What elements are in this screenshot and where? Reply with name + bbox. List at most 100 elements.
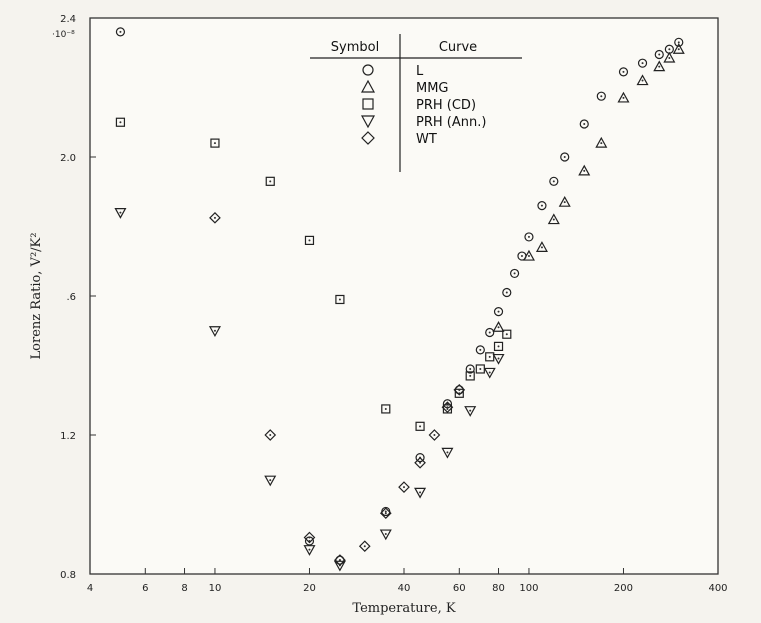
- data-point-dot: [363, 545, 366, 548]
- data-point-dot: [458, 388, 461, 391]
- data-point: [560, 152, 570, 162]
- legend-label: WT: [416, 132, 437, 147]
- data-point-dot: [119, 30, 122, 33]
- data-point-dot: [446, 407, 449, 410]
- data-point-dot: [668, 48, 671, 51]
- data-point: [358, 540, 371, 553]
- data-point-dot: [479, 348, 482, 351]
- data-point-dot: [419, 425, 422, 428]
- data-point-dot: [563, 156, 566, 158]
- x-tick-label: 100: [519, 583, 538, 594]
- data-point: [637, 58, 648, 68]
- data-point-dot: [338, 298, 341, 301]
- data-point: [414, 456, 426, 469]
- data-point: [441, 401, 454, 414]
- data-point: [502, 287, 512, 298]
- data-point-dot: [622, 96, 625, 99]
- data-point-dot: [641, 62, 644, 65]
- data-point: [535, 241, 548, 252]
- data-point: [264, 475, 277, 487]
- data-point: [208, 326, 221, 337]
- y-tick-label: 2.0: [60, 153, 76, 164]
- data-point-dot: [641, 79, 644, 82]
- data-point-dot: [583, 169, 586, 172]
- data-point: [537, 201, 547, 211]
- data-point-dot: [497, 345, 500, 348]
- data-point-dot: [540, 204, 543, 207]
- series-4: [209, 211, 466, 566]
- data-point-dot: [119, 121, 122, 124]
- data-point: [579, 119, 589, 129]
- data-point: [209, 211, 221, 224]
- data-point-dot: [269, 434, 272, 436]
- data-point-dot: [213, 216, 216, 219]
- x-tick-label: 60: [453, 583, 466, 594]
- data-point-dot: [384, 533, 387, 536]
- data-point-dot: [419, 461, 422, 464]
- data-point: [653, 60, 666, 72]
- series-2: [115, 117, 512, 431]
- data-point: [464, 406, 477, 417]
- data-point: [115, 27, 126, 37]
- series-1: [492, 43, 685, 332]
- data-point: [381, 404, 391, 414]
- y-tick-label: .6: [66, 292, 76, 303]
- data-point: [398, 481, 410, 493]
- y-tick-label: 1.2: [60, 431, 76, 442]
- data-point-dot: [540, 246, 543, 249]
- data-point-dot: [497, 357, 500, 360]
- data-point-dot: [658, 65, 661, 68]
- data-point: [414, 487, 427, 499]
- data-point: [522, 249, 535, 261]
- data-point: [485, 327, 495, 338]
- data-point: [415, 452, 425, 463]
- data-point: [265, 176, 275, 186]
- data-point-dot: [552, 180, 555, 183]
- data-point-dot: [308, 239, 311, 242]
- data-point: [441, 447, 454, 459]
- x-tick-label: 400: [708, 583, 727, 594]
- legend-label: MMG: [416, 81, 449, 96]
- data-point-dot: [469, 374, 472, 377]
- data-point-dot: [446, 406, 449, 409]
- data-point: [493, 307, 504, 317]
- legend-symbol: [360, 115, 376, 129]
- data-point-dot: [505, 333, 508, 336]
- legend-symbol: [362, 64, 374, 76]
- data-point: [509, 268, 520, 279]
- data-point: [547, 213, 560, 225]
- data-point-dot: [338, 559, 341, 562]
- x-tick-label: 40: [398, 583, 411, 594]
- data-point: [465, 371, 475, 381]
- x-tick-label: 4: [87, 583, 93, 594]
- axis-ticks: 4 6 8 10 20 40 60 80 100 200 400 0.8 1.2 .6 2.0 2.4: [60, 14, 727, 594]
- data-point: [335, 555, 345, 565]
- series-3: [114, 208, 505, 572]
- x-tick-label: 6: [142, 583, 148, 594]
- legend-symbol: [362, 98, 374, 110]
- data-point: [483, 367, 496, 379]
- data-point-dot: [403, 486, 405, 489]
- data-point: [492, 321, 505, 332]
- data-point-dot: [600, 142, 603, 145]
- data-point-dot: [446, 451, 449, 454]
- data-point-dot: [497, 326, 500, 329]
- data-marks: [114, 27, 685, 572]
- data-point-dot: [505, 291, 508, 294]
- data-point-dot: [384, 510, 387, 513]
- data-point-dot: [308, 536, 311, 539]
- y-multiplier: ·10⁻⁸: [52, 30, 75, 40]
- y-tick-label: 2.4: [60, 14, 76, 25]
- data-point: [674, 37, 684, 47]
- data-point-dot: [497, 310, 500, 313]
- data-point: [114, 208, 127, 219]
- legend: Symbol Curve L MMG PRH (CD) PRH (Ann.) WT: [310, 34, 522, 172]
- data-point-dot: [469, 367, 472, 370]
- data-point: [654, 49, 664, 60]
- data-point-dot: [513, 272, 516, 275]
- legend-label: PRH (Ann.): [416, 115, 486, 130]
- data-point: [210, 138, 220, 148]
- data-point: [415, 421, 425, 431]
- data-point-dot: [677, 48, 680, 51]
